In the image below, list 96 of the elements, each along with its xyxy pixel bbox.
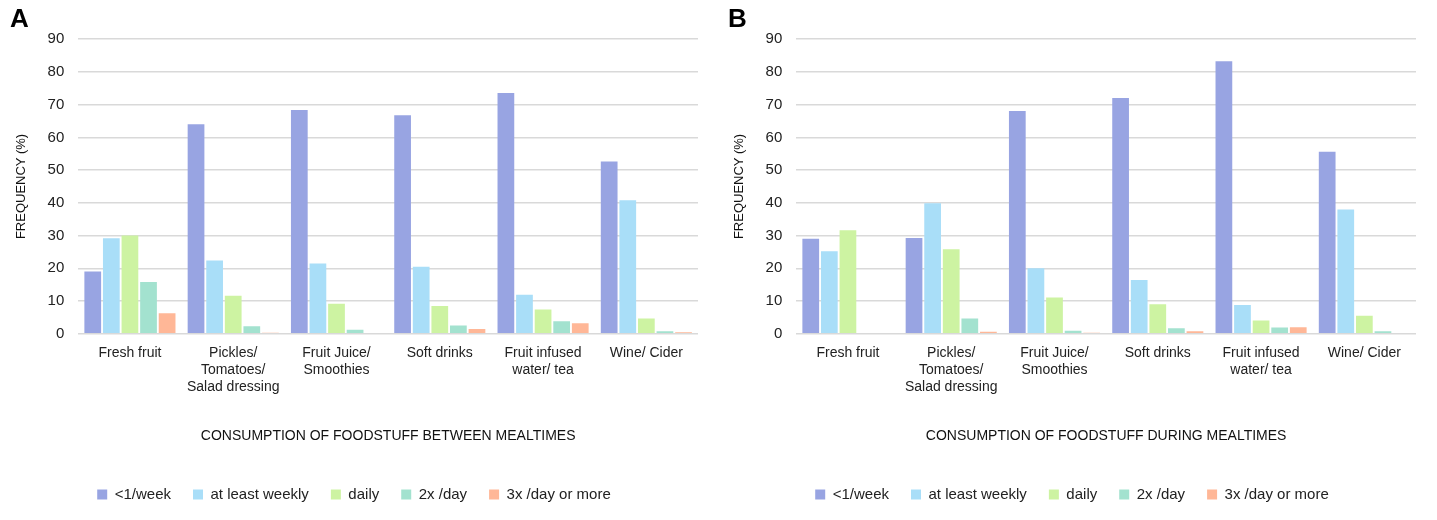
bar <box>924 203 941 334</box>
y-tick-label: 40 <box>47 193 65 211</box>
legend-label: <1/week <box>114 484 172 502</box>
x-tick-label: Fruit infused water/ tea <box>504 344 582 377</box>
bar <box>158 313 176 334</box>
bar <box>1130 280 1148 334</box>
x-tick-label: Fruit Juice/ Smoothies <box>302 344 371 377</box>
bar <box>1289 327 1307 334</box>
legend-label: at least weekly <box>928 484 1028 502</box>
x-tick-label: Wine/ Cider <box>609 344 684 361</box>
y-tick-label: 30 <box>47 225 65 243</box>
bar <box>328 303 345 334</box>
bar <box>516 294 533 334</box>
bar <box>1008 110 1026 334</box>
x-tick-label: Fresh fruit <box>98 344 162 361</box>
bar <box>1215 61 1233 334</box>
bar <box>346 329 364 334</box>
y-tick-label: 60 <box>765 127 783 145</box>
bar <box>412 266 430 334</box>
y-tick-label: 20 <box>765 258 783 276</box>
x-tick-label: Wine/ Cider <box>1327 344 1402 361</box>
y-tick-label: 70 <box>765 94 783 112</box>
legend-label: <1/week <box>832 484 890 502</box>
y-tick-label: 50 <box>47 160 65 178</box>
y-axis-title: FREQUENCY (%) <box>13 133 29 240</box>
y-tick-label: 90 <box>47 29 65 47</box>
bar <box>820 251 838 334</box>
legend-label: daily <box>1066 484 1098 502</box>
legend-label: 3x /day or more <box>1224 484 1329 502</box>
bar <box>121 235 139 334</box>
bar <box>942 249 960 334</box>
bar <box>187 124 205 334</box>
bar <box>1271 327 1289 334</box>
bar <box>1027 268 1045 334</box>
bar <box>1318 151 1336 334</box>
bar <box>1112 98 1129 334</box>
x-tick-label: Pickles/ Tomatoes/ Salad dressing <box>186 344 280 394</box>
bar <box>243 326 261 334</box>
x-tick-label: Soft drinks <box>406 344 473 361</box>
bar <box>290 109 308 334</box>
bar <box>1234 305 1251 334</box>
y-tick-label: 40 <box>765 193 783 211</box>
legend-label: 2x /day <box>1136 484 1186 502</box>
bar <box>206 260 223 334</box>
bar <box>802 238 820 334</box>
bar <box>1168 328 1185 334</box>
x-axis-title: CONSUMPTION OF FOODSTUFF BETWEEN MEALTIMES <box>200 427 576 444</box>
bar <box>1337 209 1355 334</box>
bar <box>140 282 157 334</box>
y-tick-label: 10 <box>47 291 65 309</box>
legend-label: at least weekly <box>210 484 310 502</box>
y-tick-label: 80 <box>47 62 65 80</box>
x-tick-label: Fruit Juice/ Smoothies <box>1020 344 1089 377</box>
bar <box>102 238 120 334</box>
y-tick-label: 0 <box>55 323 65 341</box>
bar <box>394 115 411 334</box>
y-tick-label: 0 <box>773 323 783 341</box>
y-tick-label: 60 <box>47 127 65 145</box>
bar <box>961 318 979 334</box>
x-tick-label: Soft drinks <box>1124 344 1191 361</box>
bar <box>450 325 467 334</box>
y-tick-label: 80 <box>765 62 783 80</box>
bar <box>637 318 655 334</box>
bar <box>1252 320 1270 334</box>
bar <box>600 161 618 334</box>
y-tick-label: 30 <box>765 225 783 243</box>
x-axis-title: CONSUMPTION OF FOODSTUFF DURING MEALTIMES <box>925 427 1287 444</box>
bar <box>1149 304 1167 334</box>
legend-label: 2x /day <box>418 484 468 502</box>
legend-label: 3x /day or more <box>506 484 611 502</box>
bar <box>431 305 449 334</box>
bar <box>497 92 515 334</box>
bar <box>534 309 552 334</box>
y-tick-label: 70 <box>47 94 65 112</box>
bar <box>468 328 486 334</box>
bar <box>619 200 637 334</box>
y-tick-label: 10 <box>765 291 783 309</box>
bar <box>1046 297 1063 334</box>
bar <box>905 237 923 334</box>
bar <box>309 263 327 334</box>
bar <box>839 230 857 334</box>
x-tick-label: Fruit infused water/ tea <box>1222 344 1300 377</box>
x-tick-label: Fresh fruit <box>816 344 880 361</box>
y-axis-title: FREQUENCY (%) <box>731 133 747 240</box>
legend-label: daily <box>348 484 380 502</box>
bar <box>571 323 589 334</box>
y-tick-label: 50 <box>765 160 783 178</box>
bar <box>84 271 102 334</box>
bar <box>224 295 242 334</box>
chart-title: A <box>10 2 29 33</box>
bar <box>553 321 571 334</box>
bar <box>1355 315 1373 334</box>
x-tick-label: Pickles/ Tomatoes/ Salad dressing <box>904 344 998 394</box>
y-tick-label: 20 <box>47 258 65 276</box>
y-tick-label: 90 <box>765 29 783 47</box>
chart-title: B <box>728 2 747 33</box>
